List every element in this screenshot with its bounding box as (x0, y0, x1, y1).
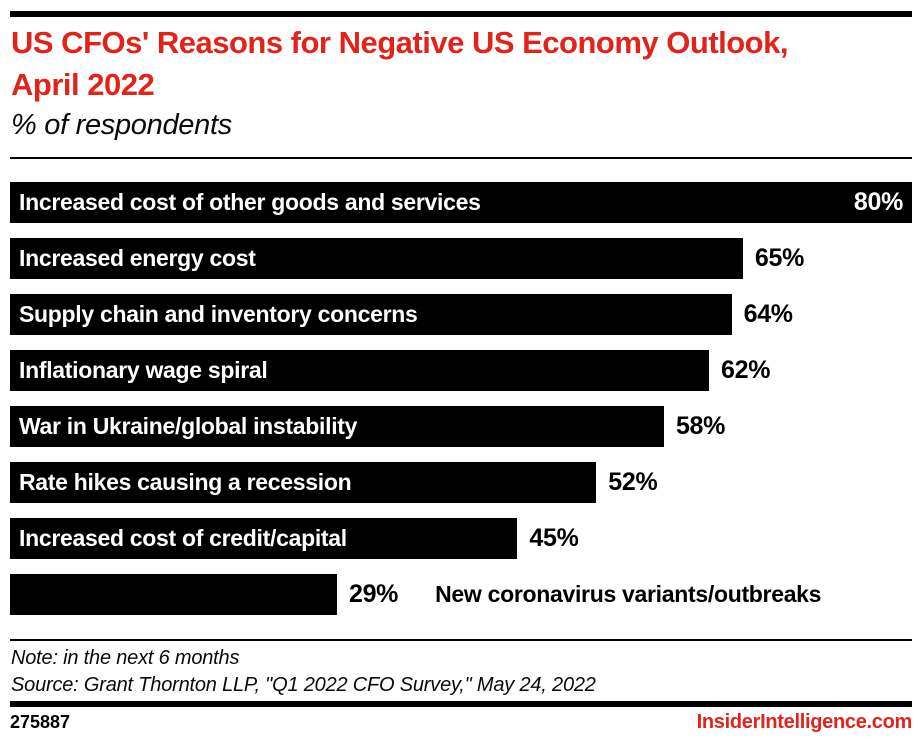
bar: Supply chain and inventory concerns (10, 294, 732, 335)
bar-row: Rate hikes causing a recession 52% (10, 462, 912, 503)
footer-row: 275887 InsiderIntelligence.com (10, 711, 912, 734)
bar-label: Inflationary wage spiral (19, 357, 268, 383)
bar-row: Supply chain and inventory concerns 64% (10, 294, 912, 335)
bar: Increased energy cost (10, 238, 743, 279)
bar-label: War in Ukraine/global instability (19, 413, 358, 439)
bar-label: Supply chain and inventory concerns (19, 301, 418, 327)
bar-value: 58% (675, 412, 726, 440)
bar-label: Rate hikes causing a recession (19, 469, 352, 495)
bar-value: 64% (743, 300, 793, 328)
bar-row: 29% New coronavirus variants/outbreaks (10, 574, 912, 615)
bar-chart: Increased cost of other goods and servic… (10, 182, 912, 615)
header-divider (10, 157, 912, 159)
top-accent-bar (10, 11, 912, 17)
bar-row: Increased cost of credit/capital 45% (10, 518, 912, 559)
bar-label: Increased cost of credit/capital (19, 525, 347, 551)
chart-subtitle: % of respondents (11, 109, 232, 141)
bar-value: 62% (721, 356, 771, 384)
site-link[interactable]: InsiderIntelligence.com (696, 711, 913, 733)
bar-label: New coronavirus variants/outbreaks (435, 581, 822, 607)
bar-label: Increased cost of other goods and servic… (19, 189, 481, 215)
bar: Inflationary wage spiral (10, 350, 710, 391)
bar: Increased cost of credit/capital (10, 518, 518, 559)
footer-divider (10, 639, 912, 641)
bar-value: 29% (348, 580, 399, 608)
bar: War in Ukraine/global instability (10, 406, 664, 447)
bar-row: Inflationary wage spiral 62% (10, 350, 912, 391)
bar-row: Increased cost of other goods and servic… (10, 182, 912, 223)
bar-value: 45% (529, 524, 579, 552)
bar (10, 574, 337, 615)
bar-value: 52% (608, 468, 658, 496)
chart-note: Note: in the next 6 months (11, 647, 240, 669)
note-block: Note: in the next 6 months Source: Grant… (11, 645, 596, 699)
bar-label: Increased energy cost (19, 245, 256, 271)
bar-value: 65% (754, 244, 805, 272)
bar-row: Increased energy cost 65% (10, 238, 912, 279)
bar: Rate hikes causing a recession (10, 462, 597, 503)
bar-row: War in Ukraine/global instability 58% (10, 406, 912, 447)
bottom-accent-bar (10, 701, 912, 707)
bar: Increased cost of other goods and servic… (10, 182, 912, 223)
bar-value: 80% (853, 188, 903, 216)
chart-id: 275887 (10, 712, 71, 732)
chart-source: Source: Grant Thornton LLP, "Q1 2022 CFO… (11, 674, 596, 696)
chart-title: US CFOs' Reasons for Negative US Economy… (11, 25, 788, 102)
